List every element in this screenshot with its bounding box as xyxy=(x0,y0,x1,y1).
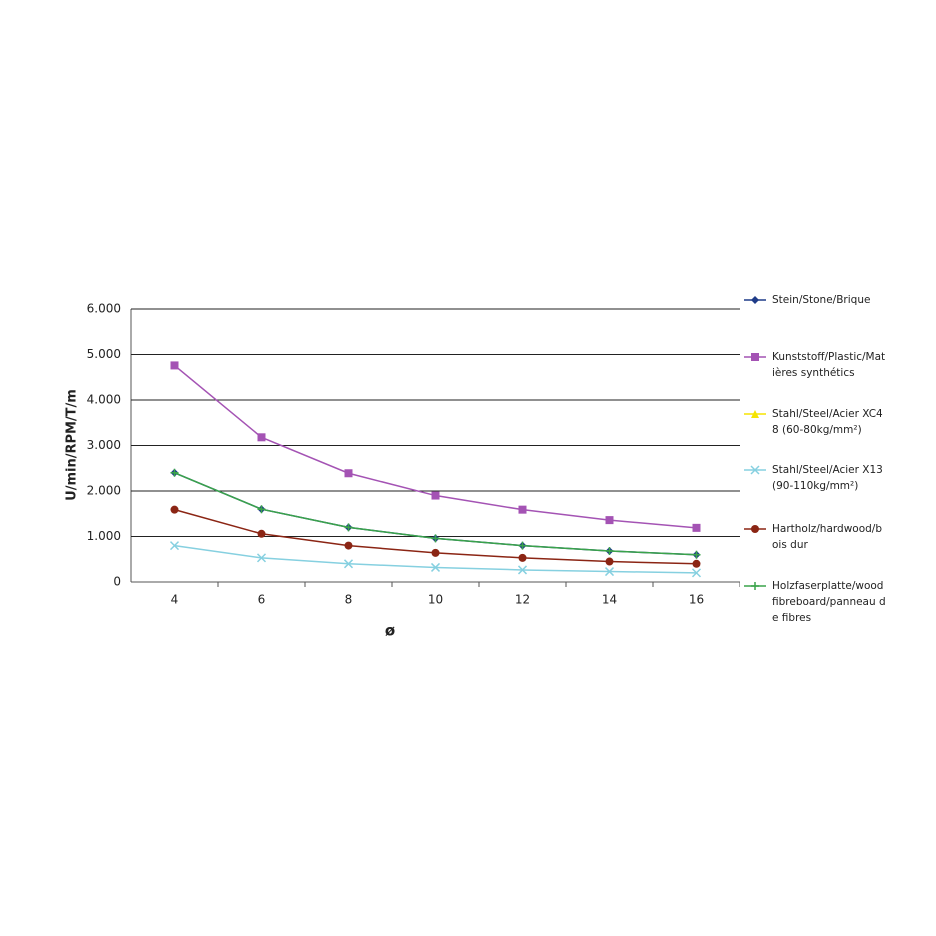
marker xyxy=(751,525,759,533)
marker xyxy=(751,582,759,590)
x-tick-label: 16 xyxy=(689,593,704,607)
marker xyxy=(257,529,266,538)
marker xyxy=(170,505,179,514)
marker xyxy=(257,505,266,514)
marker xyxy=(518,505,527,514)
marker xyxy=(692,550,701,559)
legend-symbol xyxy=(744,465,766,475)
marker xyxy=(431,491,440,500)
x-tick-label: 12 xyxy=(515,593,530,607)
y-tick-label: 5.000 xyxy=(87,347,121,361)
marker xyxy=(256,553,267,563)
legend-label: Kunststoff/Plastic/Matières synthétics xyxy=(772,351,886,379)
legend-symbol xyxy=(744,353,766,361)
marker xyxy=(691,568,702,578)
series-line xyxy=(174,472,697,556)
marker xyxy=(605,557,614,566)
x-tick-label: 8 xyxy=(345,593,353,607)
marker xyxy=(605,516,614,525)
y-tick-label: 3.000 xyxy=(87,438,121,452)
legend-item: Kunststoff/Plastic/Matières synthétics xyxy=(742,349,892,381)
marker xyxy=(170,468,179,477)
chart: U/min/RPM/T/m ø 0 1.000 2.000 3.000 4.000 5.0… xyxy=(65,302,740,640)
legend-label: Stahl/Steel/Acier X13 (90-110kg/mm²) xyxy=(772,464,883,492)
marker xyxy=(518,541,527,550)
marker xyxy=(605,547,614,556)
marker xyxy=(257,433,266,442)
legend-symbol xyxy=(744,296,766,304)
marker xyxy=(431,534,440,543)
marker xyxy=(343,559,354,569)
legend-symbol xyxy=(744,582,766,590)
y-tick-label: 1.000 xyxy=(87,529,121,543)
legend-label: Hartholz/hardwood/bois dur xyxy=(772,523,882,551)
x-axis-title: ø xyxy=(385,622,395,640)
legend-label: Stahl/Steel/Acier XC48 (60-80kg/mm²) xyxy=(772,408,883,436)
marker xyxy=(604,567,615,577)
legend-label: Stein/Stone/Brique xyxy=(772,294,871,306)
x-tick-label: 14 xyxy=(602,593,617,607)
marker xyxy=(518,553,527,562)
series-line xyxy=(174,364,697,529)
y-axis-title: U/min/RPM/T/m xyxy=(65,389,80,501)
marker xyxy=(751,296,759,304)
legend-item: Stahl/Steel/Acier X13 (90-110kg/mm²) xyxy=(742,462,892,494)
legend-symbol xyxy=(744,525,766,533)
legend-item: Holzfaserplatte/wood fibreboard/panneau … xyxy=(742,578,892,626)
marker xyxy=(517,565,528,575)
legend-item: Stein/Stone/Brique xyxy=(742,292,892,308)
legend-label: Holzfaserplatte/wood fibreboard/panneau … xyxy=(772,580,886,624)
y-tick-label: 0 xyxy=(113,575,121,589)
y-tick-label: 6.000 xyxy=(87,302,121,316)
x-tick-label: 4 xyxy=(171,593,179,607)
legend-item: Stahl/Steel/Acier XC48 (60-80kg/mm²) xyxy=(742,406,892,438)
marker xyxy=(430,562,441,572)
marker xyxy=(750,465,760,475)
marker xyxy=(169,541,180,551)
marker xyxy=(751,410,759,418)
marker xyxy=(344,541,353,550)
x-tick-label: 10 xyxy=(428,593,443,607)
y-tick-label: 4.000 xyxy=(87,393,121,407)
legend-symbol xyxy=(744,410,766,418)
marker xyxy=(344,469,353,478)
y-tick-label: 2.000 xyxy=(87,484,121,498)
marker xyxy=(751,353,759,361)
marker xyxy=(692,523,701,532)
legend-item: Hartholz/hardwood/bois dur xyxy=(742,521,892,553)
marker xyxy=(431,548,440,557)
marker xyxy=(344,523,353,532)
marker xyxy=(692,559,701,568)
marker xyxy=(170,361,179,370)
x-tick-label: 6 xyxy=(258,593,266,607)
series-line xyxy=(174,472,697,556)
